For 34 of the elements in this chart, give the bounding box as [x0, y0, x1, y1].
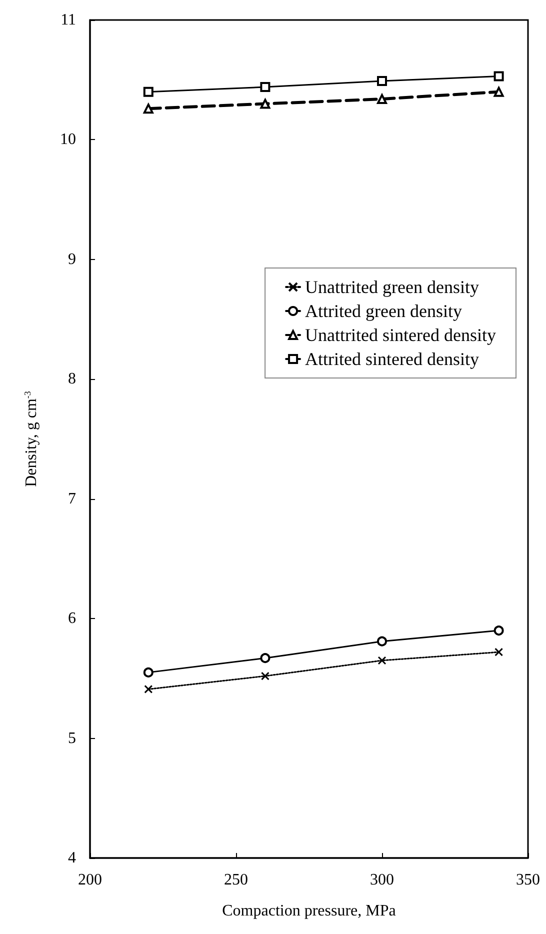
y-tick-label: 11 — [60, 12, 76, 28]
x-tick-label: 250 — [224, 872, 248, 888]
legend-label: Attrited sintered density — [305, 349, 480, 369]
point — [377, 76, 387, 86]
point — [494, 626, 504, 636]
y-tick-label: 10 — [60, 131, 76, 148]
y-axis-title: Density, g cm-3 — [22, 390, 40, 487]
point — [378, 656, 386, 665]
point — [143, 104, 154, 114]
point — [377, 636, 387, 646]
point — [377, 94, 387, 104]
x-tick-label: 350 — [516, 872, 540, 888]
point — [260, 653, 270, 664]
y-tick-label: 5 — [68, 730, 76, 747]
y-tick-label: 8 — [68, 370, 76, 388]
x-tick-label: 200 — [78, 872, 102, 888]
y-tick-label: 4 — [68, 850, 76, 866]
point — [144, 684, 153, 694]
point — [494, 86, 504, 97]
point — [494, 71, 504, 82]
legend-label: Unattrited green density — [305, 277, 479, 297]
legend-label: Unattrited sintered density — [305, 325, 496, 345]
point — [260, 672, 270, 680]
point — [260, 98, 270, 109]
y-tick-label: 9 — [68, 250, 76, 268]
point — [143, 86, 154, 97]
y-tick-label: 7 — [68, 490, 76, 508]
y-tick-label: 6 — [68, 610, 76, 628]
x-axis-title: Compaction pressure, MPa — [222, 902, 396, 920]
point — [494, 648, 504, 656]
point — [260, 82, 270, 92]
x-tick-label: 300 — [370, 872, 394, 888]
legend-label: Attrited green density — [305, 301, 462, 321]
point — [143, 667, 154, 678]
